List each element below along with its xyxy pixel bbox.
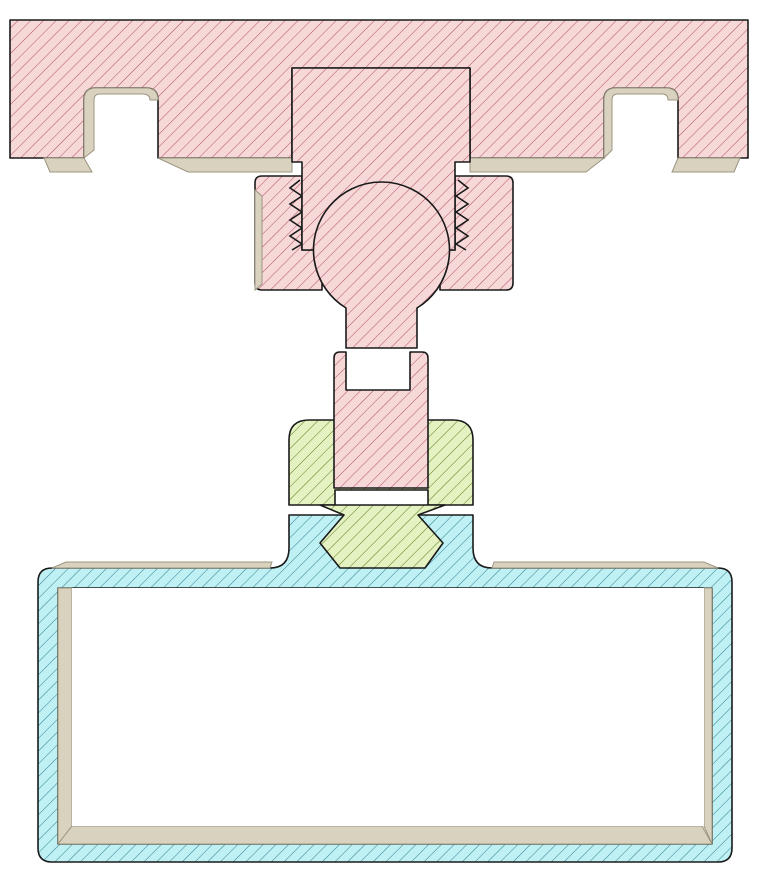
right-slot-shadow (603, 87, 679, 160)
tube-hollow-interior (72, 588, 704, 826)
tube-inner-left-face (57, 587, 73, 846)
top-plate (9, 19, 749, 173)
left-slot-shadow (83, 87, 159, 160)
plate-underside-mid-left (157, 157, 293, 173)
collar-right-section (439, 175, 514, 291)
ball-stud (291, 67, 471, 489)
adapter-dovetail-key (319, 504, 446, 569)
rectangular-tube (37, 514, 733, 863)
tube-inner-bottom-face (56, 825, 713, 845)
tube-top-edge-face-left (51, 561, 273, 569)
socket-cup-section (333, 351, 429, 489)
plate-underside-left (43, 157, 93, 173)
plate-underside-mid-right (469, 157, 606, 173)
tube-inner-right-face (703, 587, 713, 845)
plate-underside-right (671, 157, 741, 173)
ball-and-neck-section (312, 181, 451, 349)
left-thread-profile (288, 179, 304, 251)
collar-left-shadow (254, 188, 263, 292)
threaded-collar (254, 175, 514, 292)
tube-top-edge-face-right (491, 561, 719, 569)
right-thread-profile (454, 179, 470, 251)
